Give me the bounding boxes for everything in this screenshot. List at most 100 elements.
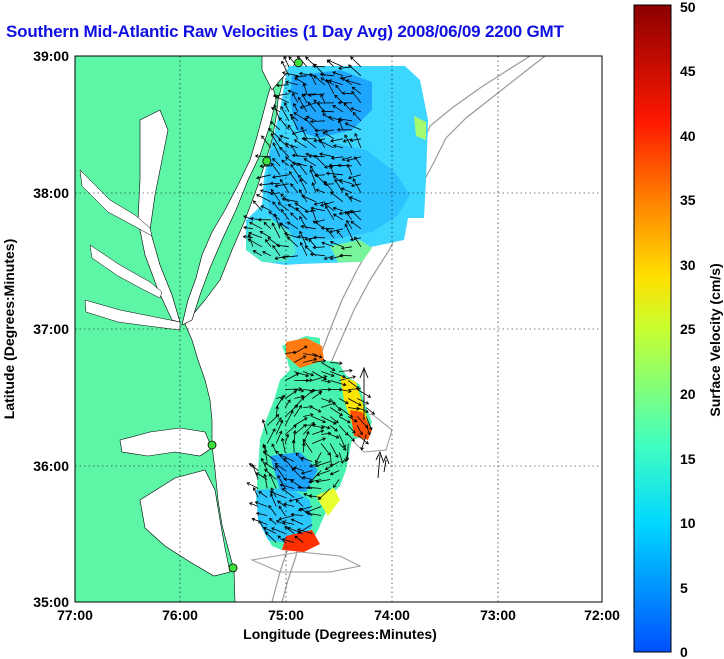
velocity-vector <box>281 255 298 260</box>
velocity-vector <box>308 494 322 498</box>
velocity-vector <box>268 127 281 140</box>
velocity-vector <box>286 221 299 230</box>
velocity-vector <box>287 89 299 95</box>
velocity-vector <box>338 407 354 418</box>
colorbar-tick: 45 <box>680 63 696 79</box>
velocity-vector <box>302 430 310 444</box>
velocity-vector <box>314 173 326 185</box>
velocity-vector <box>357 398 370 405</box>
velocity-vector <box>264 462 277 471</box>
velocity-vector <box>334 94 344 104</box>
velocity-vector <box>247 238 263 248</box>
velocity-vector <box>350 220 362 230</box>
velocity-vector <box>339 398 349 405</box>
velocity-vector <box>295 499 304 507</box>
velocity-vector <box>351 86 362 95</box>
velocity-vector <box>252 200 263 212</box>
velocity-vector <box>256 194 272 203</box>
velocity-vector <box>330 434 340 439</box>
velocity-vector <box>299 178 308 193</box>
isobath-contour <box>250 551 362 573</box>
velocity-vector <box>349 138 361 143</box>
velocity-vector <box>281 197 298 203</box>
velocity-vector <box>332 213 344 221</box>
velocity-vector <box>302 438 313 453</box>
velocity-vector <box>332 144 343 149</box>
velocity-vector <box>360 434 367 451</box>
velocity-vector <box>329 416 339 424</box>
velocity-vector <box>357 407 369 413</box>
velocity-vector <box>329 191 344 203</box>
velocity-vector <box>312 235 325 240</box>
lon-tick-label: 72:00 <box>584 607 620 623</box>
velocity-vector <box>293 112 308 122</box>
velocity-vector <box>335 84 344 95</box>
velocity-vector <box>278 138 290 149</box>
velocity-vector <box>330 371 346 379</box>
velocity-vector <box>324 461 340 470</box>
velocity-vector <box>290 518 304 525</box>
velocity-vector <box>332 71 344 77</box>
velocity-vector <box>287 124 299 140</box>
velocity-vector <box>258 182 271 187</box>
velocity-vector <box>273 213 281 229</box>
velocity-vector <box>350 209 362 221</box>
velocity-vector <box>268 505 277 516</box>
velocity-vector <box>299 241 308 256</box>
velocity-vector <box>303 404 314 409</box>
radar-station-marker <box>262 156 272 166</box>
velocity-vector <box>319 152 334 158</box>
velocity-vector <box>321 241 335 248</box>
velocity-vector <box>350 56 362 68</box>
velocity-vector <box>310 208 317 220</box>
velocity-vector <box>299 508 313 516</box>
velocity-vector <box>330 156 343 160</box>
velocity-vector <box>310 165 317 176</box>
velocity-vector <box>344 211 353 221</box>
colorbar-tick: 15 <box>680 451 696 467</box>
colorbar-tick: 20 <box>680 386 696 402</box>
colorbar <box>633 4 672 653</box>
velocity-vector <box>301 194 317 203</box>
velocity-vector <box>295 452 304 462</box>
velocity-vector <box>311 391 323 399</box>
velocity-vector <box>299 230 308 247</box>
velocity-vector <box>329 425 338 432</box>
velocity-vector <box>259 164 271 169</box>
pamlico-sound <box>139 469 231 577</box>
velocity-vector <box>263 473 268 489</box>
velocity-vector <box>275 83 289 88</box>
velocity-vector <box>315 188 326 194</box>
velocity-vector <box>309 72 317 85</box>
velocity-vector <box>248 463 259 471</box>
x-axis-label: Longitude (Degrees:Minutes) <box>243 626 437 642</box>
velocity-vector <box>297 528 313 534</box>
velocity-vector <box>313 154 326 167</box>
colorbar-tick-labels: 0 5 10 15 20 25 30 35 40 45 50 <box>680 0 696 659</box>
velocity-vector <box>278 505 286 516</box>
velocity-vector <box>283 232 299 239</box>
velocity-vector <box>270 132 281 149</box>
velocity-vector <box>265 531 277 543</box>
velocity-vector <box>281 488 295 498</box>
velocity-vector <box>348 386 362 391</box>
velocity-vector <box>340 246 352 250</box>
velocity-vector <box>279 134 290 140</box>
velocity-vector <box>270 493 277 507</box>
colorbar-tick: 35 <box>680 192 696 208</box>
velocity-vector <box>325 171 343 176</box>
velocity-vector <box>323 255 335 260</box>
velocity-vector <box>272 244 281 257</box>
velocity-vector <box>333 479 340 488</box>
albemarle-sound <box>119 427 213 457</box>
radar-station-marker <box>207 440 217 450</box>
velocity-vector <box>285 156 299 167</box>
velocity-vector <box>261 135 272 149</box>
lat-tick-label: 39:00 <box>33 48 69 64</box>
velocity-vector <box>309 252 325 257</box>
velocity-vector <box>297 162 308 176</box>
velocity-vector <box>320 93 326 103</box>
velocity-vector <box>344 134 353 148</box>
velocity-vector <box>294 388 305 393</box>
velocity-vector <box>303 371 315 377</box>
